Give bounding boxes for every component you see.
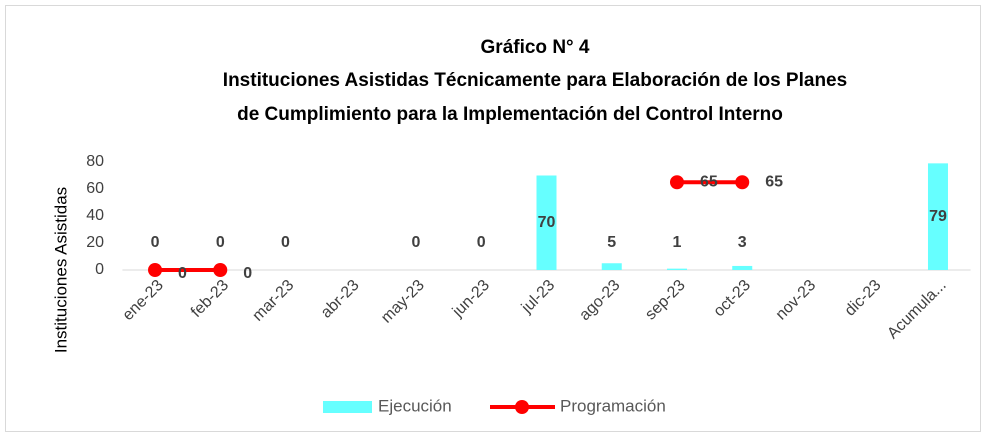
- bar: [536, 175, 557, 270]
- line-marker: [735, 175, 750, 190]
- bar: [666, 268, 687, 270]
- y-axis-label: Instituciones Asistidas: [51, 187, 70, 353]
- chart-border: [5, 5, 981, 432]
- data-label: 0: [178, 265, 187, 282]
- chart-title: Gráfico N° 4: [481, 37, 590, 58]
- y-tick-label: 40: [86, 207, 104, 224]
- y-tick-label: 60: [86, 180, 104, 197]
- data-label: 3: [738, 234, 747, 251]
- bar: [927, 163, 948, 270]
- legend-swatch: [323, 401, 372, 413]
- data-label: 0: [243, 265, 252, 282]
- y-tick-label: 80: [86, 153, 104, 170]
- chart-title: de Cumplimiento para la Implementación d…: [237, 104, 783, 125]
- data-label: 0: [151, 234, 160, 251]
- data-label: 70: [538, 214, 556, 231]
- data-label: 79: [929, 208, 947, 225]
- chart-title: Instituciones Asistidas Técnicamente par…: [223, 70, 847, 91]
- line: [155, 180, 743, 272]
- y-tick-label: 20: [86, 234, 104, 251]
- data-label: 0: [281, 234, 290, 251]
- data-label: 0: [477, 234, 486, 251]
- data-label: 5: [607, 234, 616, 251]
- data-label: 1: [673, 234, 682, 251]
- y-tick-label: 0: [95, 261, 104, 278]
- data-label: 65: [765, 173, 783, 190]
- legend-label: Programación: [560, 396, 666, 415]
- line-marker: [213, 263, 228, 277]
- line-marker: [148, 263, 163, 277]
- bar: [601, 263, 622, 270]
- legend-label: Ejecución: [378, 396, 452, 415]
- data-label: 0: [412, 234, 421, 251]
- data-label: 0: [216, 234, 225, 251]
- data-label: 65: [700, 173, 718, 190]
- legend-swatch: [515, 400, 529, 414]
- bar: [732, 265, 753, 270]
- line-marker: [669, 175, 684, 190]
